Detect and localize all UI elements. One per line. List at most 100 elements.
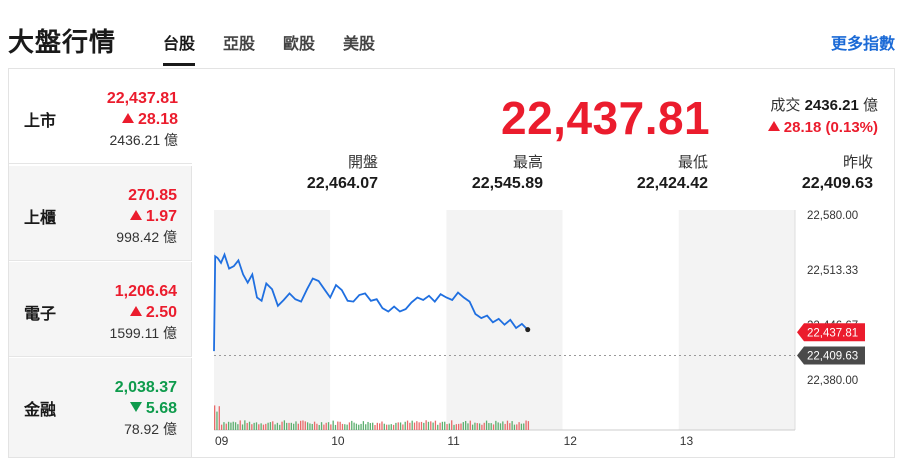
price-line <box>213 252 529 352</box>
x-tick-label: 13 <box>680 434 694 448</box>
volume-bar <box>320 422 323 430</box>
volume-bar <box>434 420 437 430</box>
stat-low: 最低 22,424.42 <box>558 153 708 195</box>
stat-value: 22,409.63 <box>801 175 873 192</box>
volume-bar <box>525 420 527 430</box>
volume-bar <box>516 424 518 430</box>
sidebar-item-electronics[interactable]: 電子 1,206.64 2.50 1599.11 億 <box>9 262 192 357</box>
tab-taiwan[interactable]: 台股 <box>163 30 196 66</box>
volume-bar <box>234 422 237 430</box>
volume-bar <box>427 421 430 430</box>
sidebar-item-label: 上市 <box>24 113 57 130</box>
prev-close-tag <box>797 346 865 365</box>
volume-bar <box>327 422 330 430</box>
volume-bar <box>469 420 471 430</box>
volume-bar <box>374 425 376 430</box>
volume-bar <box>241 424 244 430</box>
volume-bar <box>341 423 344 430</box>
volume-bar <box>337 421 339 430</box>
volume-bar <box>293 423 295 430</box>
volume-bar <box>274 424 276 430</box>
volume-bar <box>360 423 362 430</box>
index-volume: 1599.11 億 <box>109 325 177 341</box>
volume-bar <box>467 423 469 430</box>
volume-bar <box>439 422 441 430</box>
volume-bar <box>497 422 499 430</box>
volume-bar <box>346 424 348 430</box>
index-price: 2,038.37 <box>114 379 177 396</box>
volume-bar <box>265 423 267 430</box>
volume-bar <box>330 424 332 430</box>
sidebar-item-label: 金融 <box>24 402 57 419</box>
up-arrow-icon <box>129 306 142 316</box>
volume-bar <box>492 424 495 430</box>
hour-band <box>446 210 563 430</box>
volume-bar <box>344 424 346 430</box>
volume-bar <box>425 420 427 430</box>
volume-bar <box>404 421 406 430</box>
up-arrow-icon <box>121 113 134 123</box>
volume-bar <box>302 420 304 430</box>
volume-bar <box>295 421 297 430</box>
volume-bar <box>311 423 313 430</box>
index-volume: 2436.21 億 <box>109 132 179 148</box>
index-price: 270.85 <box>128 187 177 204</box>
volume-bar <box>262 424 265 430</box>
volume-bar <box>444 421 446 430</box>
y-tick-label: 22,513.33 <box>807 265 858 277</box>
more-indices-link[interactable]: 更多指數 <box>830 36 895 53</box>
volume-bar <box>453 424 455 430</box>
volume-bar <box>416 421 418 430</box>
sidebar-item-finance[interactable]: 金融 2,038.37 5.68 78.92 億 <box>9 358 192 457</box>
stat-label: 開盤 <box>347 154 378 171</box>
sidebar-item-otc[interactable]: 上櫃 270.85 1.97 998.42 億 <box>9 166 192 261</box>
x-tick-label: 09 <box>215 434 229 448</box>
volume-value: 2436.21 <box>804 97 859 114</box>
volume-bar <box>506 420 509 430</box>
volume-bar <box>323 424 325 430</box>
volume-bar <box>423 422 425 430</box>
volume-bar <box>290 422 292 430</box>
volume-bar <box>513 424 516 430</box>
hour-band <box>214 210 331 430</box>
hour-band <box>562 210 679 430</box>
volume-bar <box>267 422 269 430</box>
volume-bar <box>251 424 253 430</box>
volume-bar <box>237 424 239 430</box>
last-price-dot <box>525 327 531 333</box>
tab-asia[interactable]: 亞股 <box>223 36 256 53</box>
index-change: 28.18 <box>137 111 178 128</box>
volume-bar <box>286 422 288 430</box>
tab-europe[interactable]: 歐股 <box>283 36 316 53</box>
volume-bar <box>458 423 460 430</box>
volume-bar <box>390 424 392 430</box>
volume-bar <box>402 424 404 430</box>
volume-bar <box>437 424 439 430</box>
current-price-tag-label: 22,437.81 <box>807 327 858 339</box>
volume-bar <box>353 422 355 430</box>
volume-bar <box>269 422 272 430</box>
volume-bar <box>281 421 283 430</box>
volume-bar <box>225 423 227 430</box>
tab-us[interactable]: 美股 <box>343 36 376 53</box>
volume-bar <box>383 423 385 430</box>
index-change: 1.97 <box>145 208 177 225</box>
volume-bar <box>418 422 420 430</box>
volume-bar <box>223 422 225 430</box>
sidebar-item-listed[interactable]: 上市 22,437.81 28.18 2436.21 億 <box>9 69 192 164</box>
volume-bar <box>258 424 260 430</box>
volume-bar <box>309 423 311 430</box>
stat-label: 昨收 <box>842 154 873 171</box>
volume-bar <box>227 421 230 430</box>
volume-bar <box>483 422 485 430</box>
volume-bar <box>334 424 337 430</box>
volume-bar <box>388 424 390 430</box>
volume-bar <box>520 423 523 430</box>
stat-open: 開盤 22,464.07 <box>228 153 378 195</box>
volume-bar <box>313 421 316 430</box>
volume-bar <box>409 422 411 430</box>
volume-bar <box>255 422 258 430</box>
volume-bar <box>230 422 232 430</box>
header: 大盤行情 台股 亞股 歐股 美股 更多指數 <box>0 0 907 66</box>
volume-bar <box>485 420 488 430</box>
